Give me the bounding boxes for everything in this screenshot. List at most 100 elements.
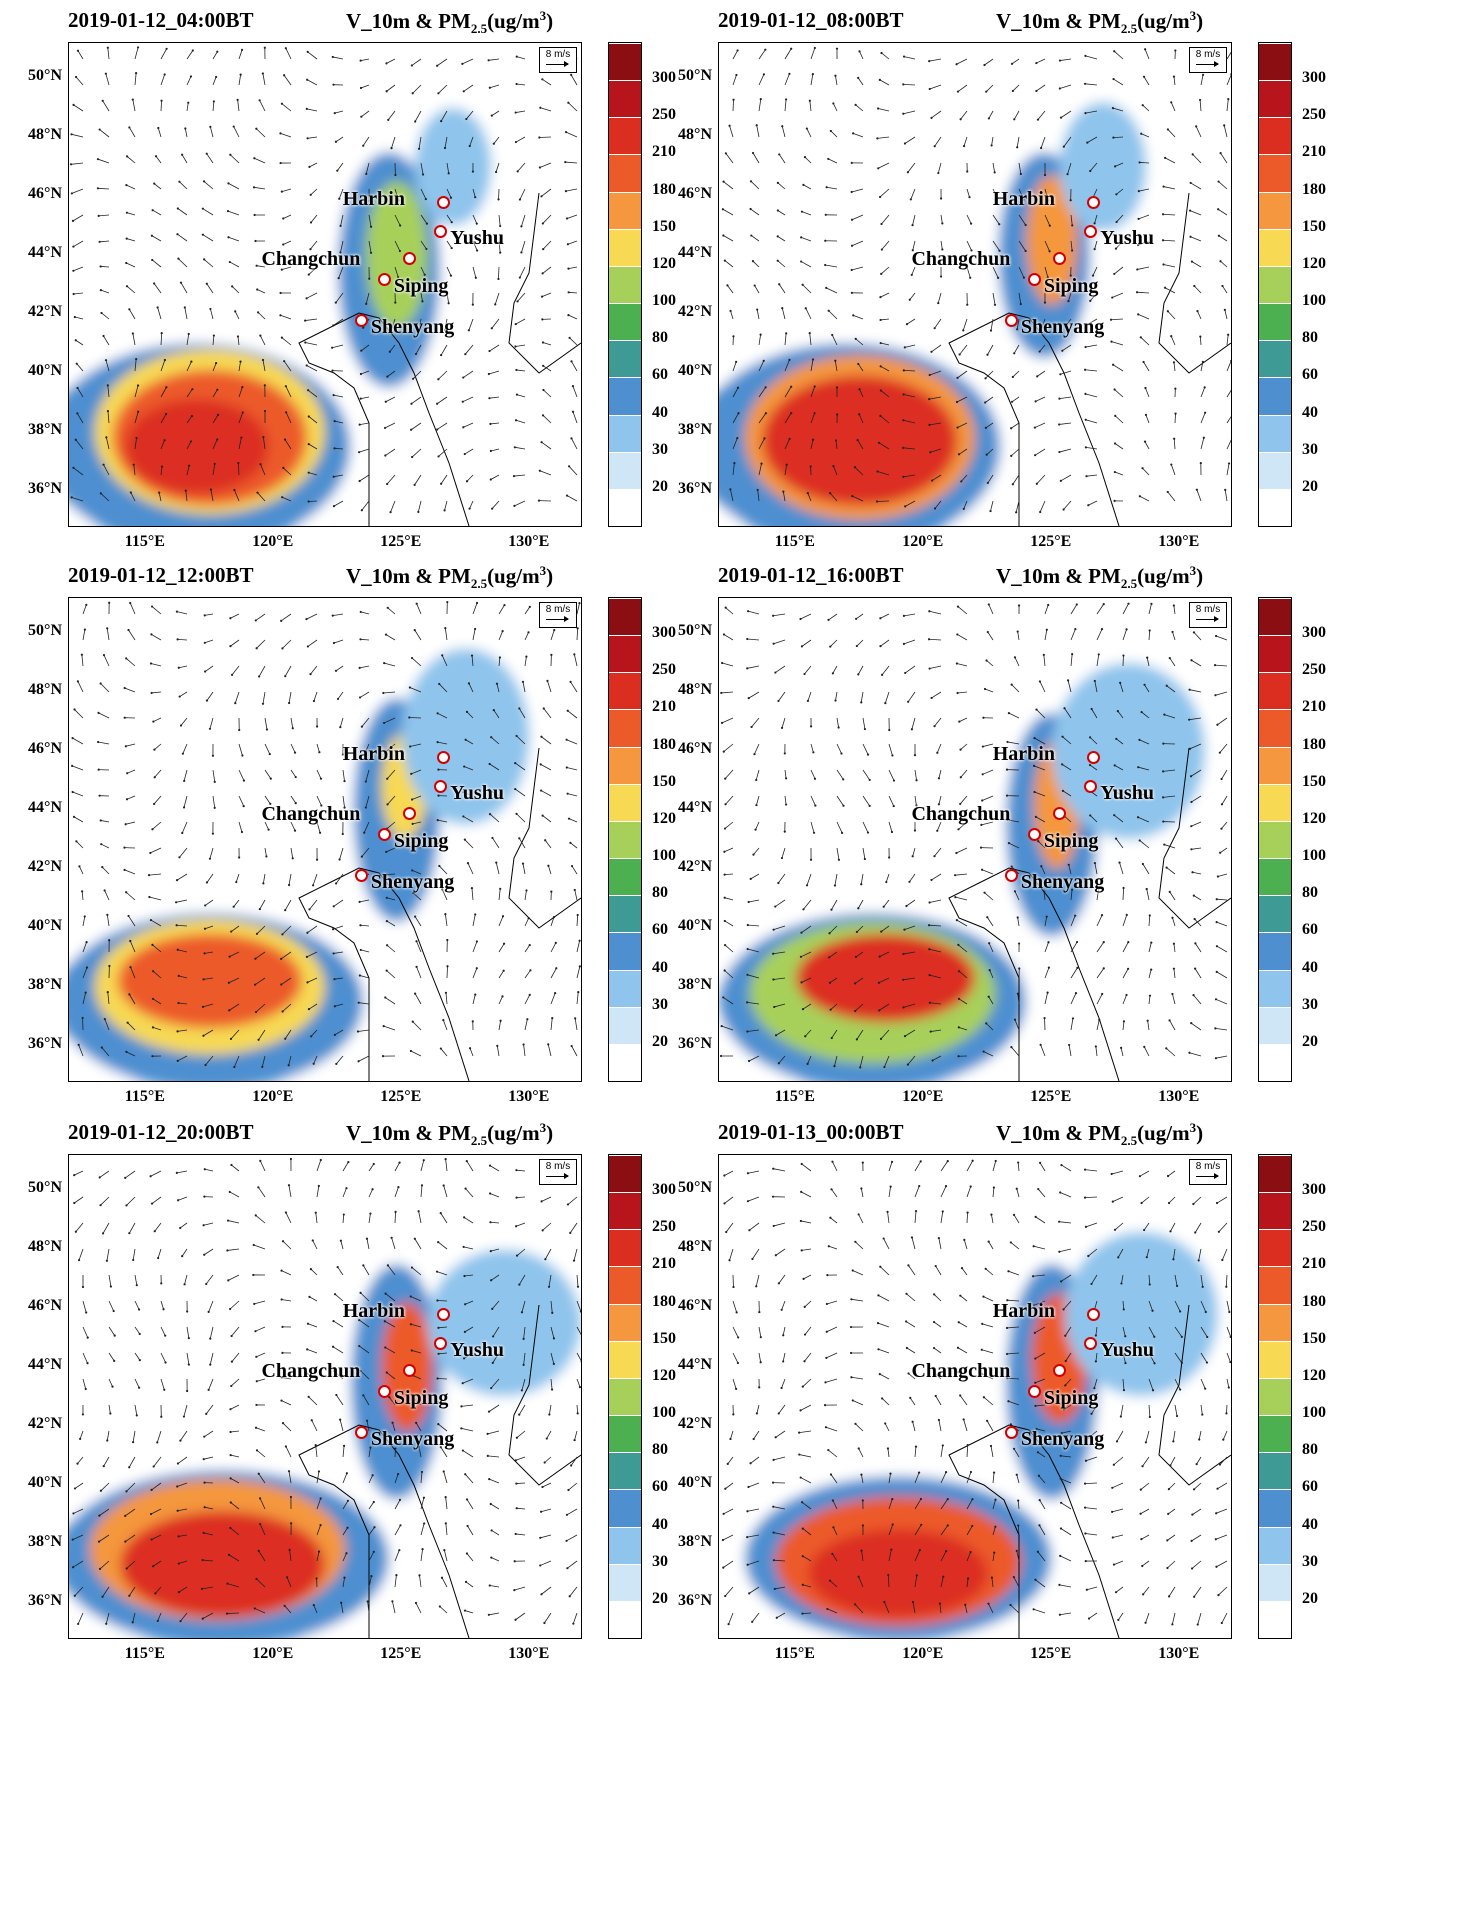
wind-arrowhead	[772, 952, 775, 955]
wind-arrow	[234, 691, 240, 704]
wind-arrowhead	[73, 708, 76, 711]
wind-arrowhead	[1113, 272, 1116, 276]
wind-arrowhead	[964, 1603, 967, 1606]
wind-arrow	[281, 1270, 292, 1276]
wind-arrowhead	[99, 289, 102, 292]
wind-arrowhead	[203, 1506, 206, 1509]
wind-arrowhead	[783, 752, 786, 755]
city-marker-shenyang	[1004, 313, 1018, 327]
wind-arrow	[986, 917, 994, 927]
wind-arrowhead	[227, 236, 230, 239]
wind-arrowhead	[881, 1397, 884, 1400]
wind-arrow	[394, 1499, 401, 1510]
wind-arrow	[929, 1002, 942, 1005]
wind-arrowhead	[409, 1049, 413, 1053]
wind-arrow	[361, 717, 370, 727]
wind-arrow	[383, 1025, 396, 1031]
wind-arrow	[156, 1430, 162, 1443]
latitude-tick-label: 36°N	[28, 1591, 62, 1609]
wind-arrowhead	[503, 603, 506, 607]
wind-arrow	[264, 717, 268, 730]
wind-arrowhead	[334, 301, 337, 304]
wind-arrow	[1170, 102, 1176, 112]
wind-arrowhead	[1145, 887, 1148, 891]
wind-arrowhead	[994, 1525, 997, 1528]
wind-arrowhead	[919, 1160, 922, 1163]
wind-arrow	[1195, 943, 1202, 953]
wind-arrowhead	[85, 603, 88, 606]
colorbar-swatch	[1259, 1340, 1291, 1378]
wind-arrowhead	[917, 1471, 921, 1474]
wind-arrow	[880, 1029, 890, 1040]
wind-arrow	[463, 422, 474, 428]
wind-arrowhead	[232, 125, 235, 128]
wind-arrow	[394, 1525, 401, 1536]
wind-arrowhead	[70, 133, 73, 136]
wind-arrowhead	[228, 1190, 231, 1194]
wind-arrow	[306, 292, 318, 299]
wind-arrowhead	[800, 210, 804, 213]
wind-arrowhead	[363, 831, 366, 834]
wind-arrowhead	[1172, 967, 1176, 970]
wind-arrowhead	[939, 197, 943, 200]
wind-arrowhead	[830, 1188, 833, 1191]
wind-arrow	[567, 1196, 578, 1205]
wind-arrowhead	[383, 1320, 386, 1323]
wind-arrowhead	[213, 462, 216, 466]
wind-arrow	[342, 1527, 348, 1536]
wind-arrow	[748, 691, 760, 699]
wind-arrowhead	[202, 1224, 205, 1227]
wind-arrowhead	[385, 90, 388, 93]
wind-arrowhead	[806, 1062, 809, 1065]
wind-arrowhead	[1171, 992, 1174, 996]
wind-arrowhead	[1215, 921, 1218, 924]
city-label-changchun: Changchun	[911, 802, 1011, 825]
wind-arrow	[158, 492, 162, 502]
wind-arrowhead	[383, 721, 386, 725]
wind-arrowhead	[746, 1030, 749, 1033]
wind-arrow	[1140, 337, 1150, 346]
wind-arrowhead	[1217, 208, 1220, 211]
wind-arrow	[940, 1550, 947, 1562]
wind-arrow	[725, 1222, 734, 1233]
wind-arrowhead	[124, 1540, 127, 1543]
wind-arrow	[72, 214, 84, 222]
reference-vector-box: 8 m/s	[539, 1159, 577, 1185]
wind-arrow	[940, 1185, 947, 1198]
wind-arrow	[758, 49, 766, 60]
wind-arrow	[212, 76, 217, 86]
wind-arrowhead	[1199, 461, 1202, 465]
wind-arrowhead	[86, 1362, 89, 1365]
wind-arrowhead	[835, 47, 839, 50]
wind-arrowhead	[129, 601, 132, 605]
wind-arrowhead	[364, 780, 367, 783]
wind-arrowhead	[759, 98, 762, 101]
wind-arrowhead	[993, 171, 996, 174]
wind-arrow	[259, 1523, 266, 1536]
wind-arrow	[387, 607, 396, 615]
wind-arrowhead	[410, 798, 414, 801]
wind-arrow	[1043, 891, 1046, 901]
wind-arrow	[340, 1602, 344, 1614]
wind-arrowhead	[258, 675, 261, 678]
wind-arrow	[281, 1400, 292, 1406]
wind-arrowhead	[772, 1224, 775, 1228]
wind-arrow	[316, 1525, 321, 1536]
wind-arrowhead	[840, 831, 844, 834]
wind-arrowhead	[746, 610, 750, 613]
wind-arrowhead	[386, 482, 389, 486]
wind-arrow	[437, 819, 448, 823]
colorbar-swatch	[1259, 746, 1291, 784]
city-marker-harbin	[436, 751, 450, 765]
wind-arrowhead	[128, 126, 131, 129]
wind-arrow	[911, 1237, 916, 1250]
wind-arrow	[912, 847, 916, 857]
wind-arrowhead	[515, 55, 518, 58]
wind-arrowhead	[74, 339, 77, 342]
wind-arrow	[576, 1274, 579, 1287]
wind-arrowhead	[281, 647, 284, 650]
wind-arrowhead	[1179, 1388, 1182, 1391]
wind-arrow	[394, 214, 401, 226]
wind-arrowhead	[332, 324, 335, 327]
wind-arrow	[1191, 795, 1202, 803]
